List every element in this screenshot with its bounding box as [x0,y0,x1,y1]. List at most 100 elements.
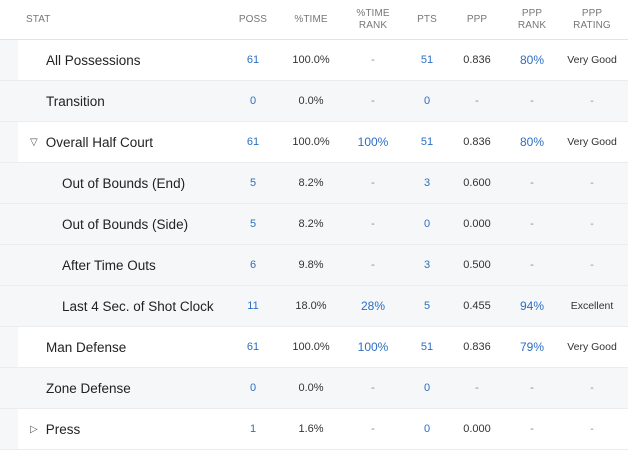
expand-down-icon[interactable]: ▽ [30,136,38,148]
pct-time-rank-cell: - [371,382,375,394]
pct-time-rank-cell: - [371,259,375,271]
stat-cell[interactable]: ▽ Overall Half Court [30,122,250,162]
pct-time-rank-cell: - [371,95,375,107]
row-band [0,204,18,244]
stat-cell: Last 4 Sec. of Shot Clock [62,286,282,326]
table-row[interactable]: ▷ Press 1 1.6% - 0 0.000 - - [0,409,628,450]
ppp-rank-cell: 94% [519,299,545,313]
expand-right-icon[interactable]: ▷ [30,423,38,435]
ppp-rank-cell: 79% [519,340,545,354]
pct-time-cell: 8.2% [298,218,324,230]
poss-cell[interactable]: 6 [249,259,257,271]
header-poss[interactable]: POSS [238,13,268,25]
ppp-rank-cell: 80% [519,53,545,67]
table-row[interactable]: Out of Bounds (Side) 5 8.2% - 0 0.000 - - [0,204,628,245]
stat-cell: After Time Outs [62,245,282,285]
header-pts[interactable]: PTS [417,13,437,25]
table-row[interactable]: Out of Bounds (End) 5 8.2% - 3 0.600 - - [0,163,628,204]
pct-time-cell: 1.6% [298,423,324,435]
row-body [18,245,628,285]
table-row[interactable]: Last 4 Sec. of Shot Clock 11 18.0% 28% 5 0.45… [0,286,628,327]
pct-time-cell: 18.0% [295,300,327,312]
pts-cell[interactable]: 0 [423,423,431,435]
row-band [0,368,18,408]
ppp-rank-cell: - [530,382,534,394]
row-band [0,286,18,326]
stat-label: Man Defense [46,339,127,355]
ppp-rank-cell: - [530,259,534,271]
table-row[interactable]: After Time Outs 6 9.8% - 3 0.500 - - [0,245,628,286]
ppp-rating-cell: - [590,423,594,435]
pct-time-cell: 100.0% [292,54,330,66]
pts-cell[interactable]: 0 [423,218,431,230]
pct-time-cell: 9.8% [298,259,324,271]
pts-cell[interactable]: 3 [423,259,431,271]
stat-label: Out of Bounds (End) [62,175,186,191]
stat-label: Press [45,421,81,437]
table-row[interactable]: Transition 0 0.0% - 0 - - - [0,81,628,122]
ppp-rating-cell: Very Good [567,341,617,353]
ppp-cell: 0.000 [463,423,491,435]
pct-time-cell: 0.0% [298,95,324,107]
poss-cell[interactable]: 11 [247,300,259,312]
table-row[interactable]: All Possessions 61 100.0% - 51 0.836 80% Very G… [0,40,628,81]
row-body [18,327,628,367]
header-ppp-rating[interactable]: PPP RATING [573,7,611,31]
row-band [0,245,18,285]
pts-cell[interactable]: 51 [420,341,434,353]
ppp-rating-cell: Very Good [567,136,617,148]
header-pct-time-rank[interactable]: %TIME RANK [356,7,390,31]
stat-label: Out of Bounds (Side) [62,216,189,232]
pts-cell[interactable]: 3 [423,177,431,189]
row-band [0,409,18,449]
ppp-rank-cell: - [530,177,534,189]
poss-cell[interactable]: 61 [246,341,260,353]
stat-label: After Time Outs [62,257,156,273]
stat-label: All Possessions [46,52,141,68]
pts-cell[interactable]: 5 [423,300,431,312]
row-band [0,163,18,203]
row-body [18,40,628,80]
pct-time-rank-cell: - [371,177,375,189]
ppp-cell: - [475,95,479,107]
pts-cell[interactable]: 51 [420,54,434,66]
pts-cell[interactable]: 51 [420,136,434,148]
stat-label: Transition [46,93,105,109]
table-row[interactable]: ▽ Overall Half Court 61 100.0% 100% 51 0.836 80… [0,122,628,163]
row-body [18,163,628,203]
stat-cell[interactable]: ▷ Press [30,409,250,449]
table-header: STAT POSS %TIME %TIME RANK PTS PPP PPP R… [0,0,628,40]
poss-cell[interactable]: 5 [249,218,257,230]
poss-cell[interactable]: 61 [246,54,260,66]
stat-label: Overall Half Court [45,134,153,150]
pts-cell[interactable]: 0 [423,95,431,107]
row-body [18,81,628,121]
ppp-cell: 0.455 [463,300,491,312]
ppp-rating-cell: Very Good [567,54,617,66]
ppp-cell: - [475,382,479,394]
poss-cell[interactable]: 1 [249,423,257,435]
header-stat[interactable]: STAT [26,13,51,25]
row-body [18,122,628,162]
poss-cell[interactable]: 0 [249,382,257,394]
header-pct-time[interactable]: %TIME [294,13,328,25]
header-ppp-rank[interactable]: PPP RANK [517,7,547,31]
ppp-cell: 0.836 [463,341,491,353]
poss-cell[interactable]: 5 [249,177,257,189]
ppp-rank-cell: - [530,95,534,107]
pct-time-cell: 8.2% [298,177,324,189]
ppp-rank-cell: - [530,423,534,435]
pts-cell[interactable]: 0 [423,382,431,394]
poss-cell[interactable]: 0 [249,95,257,107]
ppp-cell: 0.500 [463,259,491,271]
pct-time-rank-cell: 28% [360,299,386,313]
row-band [0,81,18,121]
table-row[interactable]: Man Defense 61 100.0% 100% 51 0.836 79% Very Go… [0,327,628,368]
header-ppp[interactable]: PPP [466,13,488,25]
stat-label: Zone Defense [46,380,131,396]
table-row[interactable]: Zone Defense 0 0.0% - 0 - - - [0,368,628,409]
ppp-cell: 0.836 [463,136,491,148]
poss-cell[interactable]: 61 [246,136,260,148]
ppp-rank-cell: - [530,218,534,230]
